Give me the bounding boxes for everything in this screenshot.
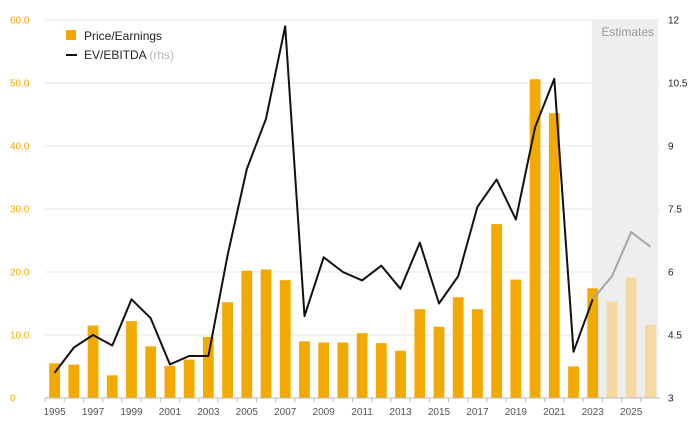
- pe-bar: [241, 270, 253, 398]
- x-tick-label: 2025: [620, 407, 643, 418]
- legend-label-ev-ebitda: EV/EBITDA: [84, 48, 147, 62]
- x-axis: 1995 1997 1999 2001 2003 2005 2007 2009 2011 2013…: [43, 397, 660, 418]
- pe-bar: [414, 309, 426, 398]
- y-left-tick-label: 30.0: [10, 205, 30, 216]
- x-tick-label: 1997: [82, 407, 105, 418]
- y-right-tick-label: 9: [668, 142, 674, 153]
- ev-ebitda-line-actual: [53, 25, 594, 374]
- x-tick-label: 2007: [274, 407, 297, 418]
- pe-bar: [452, 297, 464, 398]
- x-tick-label: 2011: [351, 407, 373, 418]
- left-axis-ticks: 0 10.0 20.0 30.0 40.0 50.0 60.0: [10, 16, 30, 405]
- y-right-tick-label: 6: [668, 268, 674, 279]
- pe-bar: [395, 350, 406, 398]
- pe-bars: [49, 79, 656, 399]
- y-left-tick-label: 40.0: [10, 142, 30, 153]
- pe-bar: [337, 342, 349, 398]
- pe-bar: [87, 325, 99, 398]
- pe-bar: [49, 363, 60, 398]
- x-tick-label: 2003: [197, 407, 220, 418]
- gridlines: [45, 19, 660, 336]
- pe-bar: [318, 342, 330, 398]
- pe-bar: [645, 324, 656, 398]
- y-left-tick-label: 20.0: [10, 268, 30, 279]
- pe-bar: [202, 336, 214, 398]
- pe-bar: [606, 301, 618, 398]
- x-tick-label: 2009: [313, 407, 336, 418]
- pe-bar: [375, 343, 387, 398]
- y-right-tick-label: 12: [668, 16, 680, 27]
- pe-bar: [183, 359, 195, 398]
- pe-bar: [548, 113, 560, 399]
- legend-label-pe: Price/Earnings: [84, 29, 162, 43]
- legend-swatch-pe: [66, 30, 76, 40]
- ev-ebitda-line-estimate: [591, 231, 652, 300]
- x-tick-label: 2005: [236, 407, 259, 418]
- x-tick-label: 1999: [120, 407, 143, 418]
- pe-bar: [587, 288, 599, 398]
- pe-bar: [68, 364, 80, 398]
- pe-bar: [568, 366, 579, 398]
- y-left-tick-label: 10.0: [10, 331, 30, 342]
- y-right-tick-label: 7.5: [668, 205, 682, 216]
- ev-ebitda-line: [53, 25, 652, 374]
- y-left-tick-label: 50.0: [10, 79, 30, 90]
- pe-bar: [126, 321, 137, 398]
- pe-bar: [625, 277, 637, 398]
- x-tick-label: 2017: [466, 407, 489, 418]
- y-left-tick-label: 0: [10, 394, 16, 405]
- pe-bar: [356, 333, 368, 398]
- x-tick-label: 1995: [43, 407, 66, 418]
- pe-bar: [510, 279, 522, 398]
- y-right-tick-label: 3: [668, 394, 674, 405]
- pe-bar: [472, 309, 483, 398]
- pe-bar: [106, 375, 118, 398]
- pe-bar: [433, 326, 445, 398]
- svg-text:EV/EBITDA (rhs): EV/EBITDA (rhs): [84, 48, 174, 62]
- y-right-tick-label: 4.5: [668, 331, 682, 342]
- legend: Price/Earnings EV/EBITDA (rhs): [66, 29, 174, 62]
- x-tick-label: 2001: [159, 407, 182, 418]
- pe-bar: [164, 365, 176, 398]
- pe-bar: [491, 224, 503, 398]
- right-axis-ticks: 3 4.5 6 7.5 9 10.5 12: [668, 16, 688, 405]
- pe-bar: [145, 346, 157, 398]
- x-tick-label: 2023: [582, 407, 605, 418]
- x-tick-label: 2015: [428, 407, 451, 418]
- estimates-label: Estimates: [601, 25, 654, 39]
- pe-bar: [260, 269, 272, 398]
- pe-bar: [299, 341, 310, 398]
- legend-label-rhs-note: (rhs): [149, 48, 174, 62]
- pe-bar: [529, 79, 541, 398]
- y-right-tick-label: 10.5: [668, 79, 688, 90]
- x-tick-label: 2019: [505, 407, 528, 418]
- pe-bar: [222, 302, 233, 398]
- pe-bar: [279, 280, 291, 398]
- x-tick-label: 2013: [389, 407, 412, 418]
- y-left-tick-label: 60.0: [10, 16, 30, 27]
- x-tick-label: 2021: [543, 407, 566, 418]
